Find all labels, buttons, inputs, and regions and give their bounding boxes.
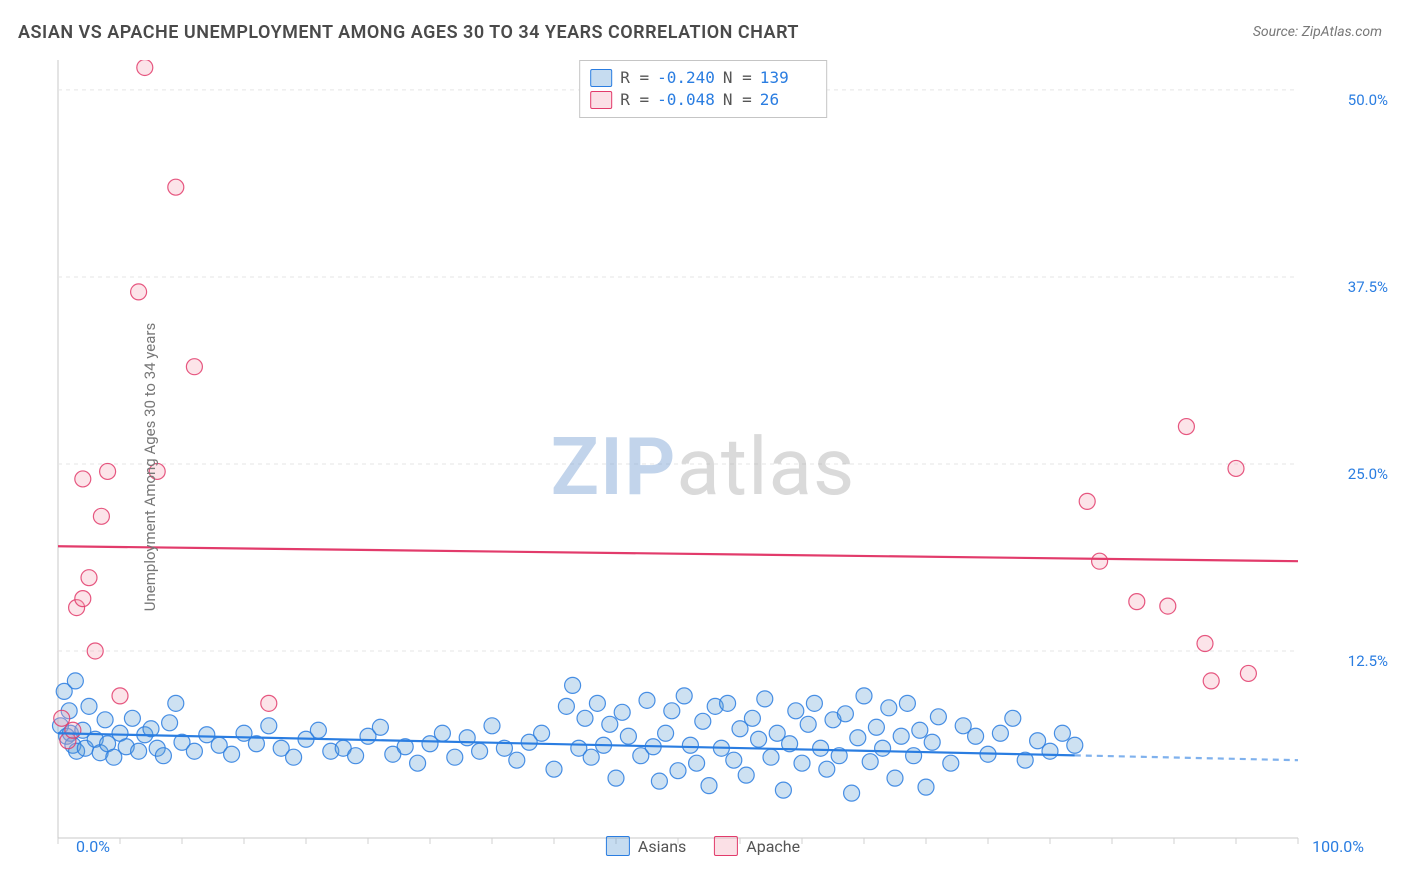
stats-r-label-0: R = <box>620 67 649 89</box>
stats-row-asians: R = -0.240 N = 139 <box>590 67 816 89</box>
plot-area: Unemployment Among Ages 30 to 34 years Z… <box>18 60 1388 874</box>
chart-title: ASIAN VS APACHE UNEMPLOYMENT AMONG AGES … <box>18 22 799 43</box>
scatter-plot-svg <box>18 60 1388 874</box>
legend-swatch-apache <box>714 836 738 856</box>
legend-label-apache: Apache <box>746 837 800 856</box>
stats-n-value-0: 139 <box>760 67 816 89</box>
y-tick-label: 50.0% <box>1348 91 1388 109</box>
stats-r-label-1: R = <box>620 89 649 111</box>
source-attribution: Source: ZipAtlas.com <box>1253 24 1382 40</box>
x-axis-min-label: 0.0% <box>76 837 110 856</box>
legend-swatch-asians <box>606 836 630 856</box>
y-axis-label: Unemployment Among Ages 30 to 34 years <box>141 323 159 611</box>
legend-item-apache: Apache <box>714 836 800 856</box>
stats-swatch-apache <box>590 91 612 109</box>
bottom-legend: Asians Apache <box>606 836 800 856</box>
stats-n-label-0: N = <box>723 67 752 89</box>
legend-label-asians: Asians <box>638 837 686 856</box>
stats-box: R = -0.240 N = 139 R = -0.048 N = 26 <box>579 60 827 118</box>
stats-n-label-1: N = <box>723 89 752 111</box>
stats-r-value-0: -0.240 <box>657 67 715 89</box>
stats-n-value-1: 26 <box>760 89 816 111</box>
y-tick-label: 25.0% <box>1348 465 1388 483</box>
x-axis-max-label: 100.0% <box>1312 837 1364 856</box>
stats-swatch-asians <box>590 69 612 87</box>
stats-r-value-1: -0.048 <box>657 89 715 111</box>
stats-row-apache: R = -0.048 N = 26 <box>590 89 816 111</box>
legend-item-asians: Asians <box>606 836 686 856</box>
y-tick-label: 37.5% <box>1348 278 1388 296</box>
y-tick-label: 12.5% <box>1348 652 1388 670</box>
